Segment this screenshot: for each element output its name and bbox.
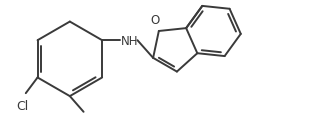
Text: NH: NH <box>121 34 138 47</box>
Text: Cl: Cl <box>17 99 29 112</box>
Text: O: O <box>150 14 159 27</box>
